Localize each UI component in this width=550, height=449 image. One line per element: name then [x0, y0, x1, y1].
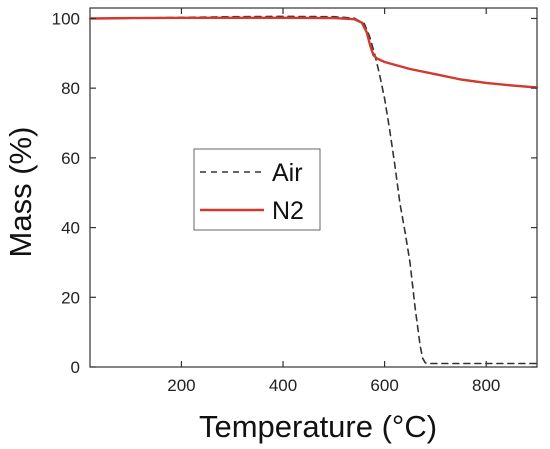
legend-n2-label: N2	[272, 197, 304, 225]
y-tick-label: 0	[71, 358, 80, 377]
legend-box	[193, 148, 321, 231]
axis-ticks: 200 400 600 800 0 20 40 60 80 100	[52, 8, 537, 395]
y-axis-title: Mass (%)	[3, 127, 38, 258]
legend-air-label: Air	[272, 159, 303, 187]
legend: Air N2	[193, 148, 321, 231]
y-tick-label: 60	[61, 149, 80, 168]
series-layer	[88, 15, 539, 365]
x-tick-label: 400	[269, 376, 297, 395]
y-tick-label: 40	[61, 219, 80, 238]
y-tick-label: 80	[61, 79, 80, 98]
plot-frame	[89, 7, 538, 368]
series-line-air	[89, 15, 538, 365]
y-tick-label: 20	[61, 288, 80, 307]
plot-area	[89, 7, 538, 368]
series-line-n2	[88, 16, 539, 89]
x-tick-label: 600	[370, 376, 398, 395]
y-tick-label: 100	[52, 9, 80, 28]
x-tick-label: 200	[167, 376, 195, 395]
x-tick-label: 800	[472, 376, 500, 395]
x-axis-title: Temperature (°C)	[199, 409, 437, 444]
